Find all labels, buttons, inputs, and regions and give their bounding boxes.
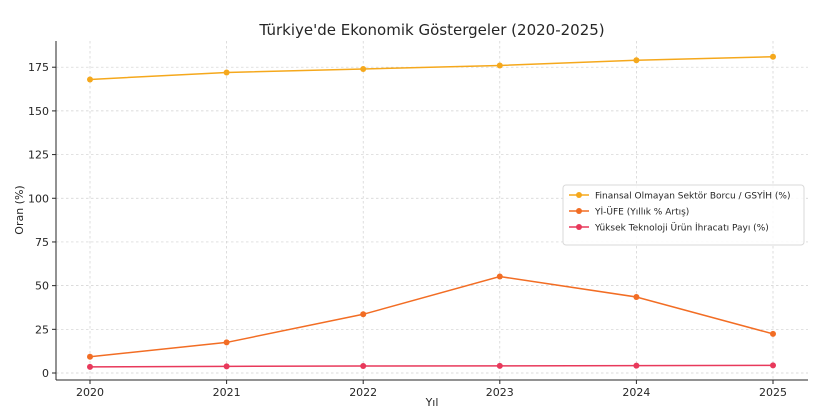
series-line-2 (89, 275, 774, 358)
x-tick-label: 2022 (349, 386, 377, 399)
legend-box (562, 184, 805, 246)
y-tick-label: 75 (35, 236, 49, 249)
data-point-series-1 (223, 69, 230, 76)
y-axis-label: Oran (%) (13, 185, 26, 234)
data-point-series-1 (633, 57, 640, 64)
y-tick-label: 0 (42, 367, 49, 380)
legend-entry-label: Yİ-ÜFE (Yıllık % Artış) (594, 207, 689, 218)
data-point-series-1 (360, 65, 367, 72)
x-tick-label: 2021 (213, 386, 241, 399)
y-tick-label: 150 (28, 105, 49, 118)
legend: Finansal Olmayan Sektör Borcu / GSYİH (%… (562, 184, 805, 246)
data-point-series-2 (360, 311, 367, 318)
y-tick-label: 25 (35, 323, 49, 336)
legend-entry-label: Finansal Olmayan Sektör Borcu / GSYİH (%… (595, 191, 790, 202)
data-point-series-3 (87, 363, 93, 370)
y-tick-label: 175 (28, 61, 49, 74)
x-tick-label: 2020 (76, 386, 104, 399)
data-point-series-3 (496, 362, 503, 369)
axes (52, 41, 808, 384)
legend-swatch-marker (576, 224, 582, 230)
y-tick-label: 100 (28, 192, 49, 205)
data-point-series-3 (223, 363, 230, 370)
x-tick-label: 2024 (622, 386, 650, 399)
y-tick-label: 125 (28, 149, 49, 162)
data-point-series-3 (633, 362, 640, 369)
data-point-series-1 (770, 53, 776, 60)
data-point-series-2 (770, 330, 776, 337)
data-point-series-2 (223, 339, 230, 346)
series-line-1 (89, 55, 774, 81)
legend-swatch-marker (576, 192, 582, 198)
series-lines (87, 53, 776, 370)
series-line-3 (89, 364, 774, 368)
data-point-series-1 (87, 76, 93, 83)
legend-swatch-marker (576, 208, 582, 214)
x-tick-label: 2025 (759, 386, 787, 399)
x-axis-label: Yıl (425, 396, 439, 409)
legend-entry-label: Yüksek Teknoloji Ürün İhracatı Payı (%) (594, 223, 769, 234)
chart-title: Türkiye'de Ekonomik Göstergeler (2020-20… (258, 21, 604, 39)
tick-labels: 0 25 50 75 100 125 150 175 2020 2021 2022 2023 2024 2… (28, 61, 787, 399)
y-tick-label: 50 (35, 280, 49, 293)
grid (56, 41, 808, 380)
data-point-series-3 (770, 362, 776, 369)
data-point-series-2 (633, 293, 640, 300)
data-point-series-2 (496, 273, 503, 280)
data-point-series-3 (360, 363, 367, 370)
data-point-series-1 (496, 62, 503, 69)
data-point-series-2 (87, 353, 93, 360)
x-tick-label: 2023 (486, 386, 514, 399)
